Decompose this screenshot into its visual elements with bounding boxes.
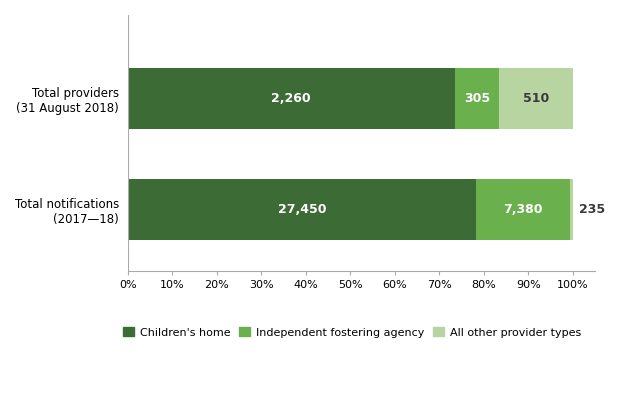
Bar — [476, 179, 570, 240]
Text: 510: 510 — [523, 92, 549, 105]
Bar — [499, 68, 573, 129]
Text: 305: 305 — [464, 92, 490, 105]
Bar — [454, 68, 499, 129]
Bar — [570, 179, 573, 240]
Bar — [128, 68, 454, 129]
Legend: Children's home, Independent fostering agency, All other provider types: Children's home, Independent fostering a… — [118, 323, 585, 342]
Text: 2,260: 2,260 — [272, 92, 311, 105]
Text: 27,450: 27,450 — [278, 203, 326, 216]
Text: 7,380: 7,380 — [503, 203, 542, 216]
Bar — [128, 179, 476, 240]
Text: 235: 235 — [579, 203, 606, 216]
